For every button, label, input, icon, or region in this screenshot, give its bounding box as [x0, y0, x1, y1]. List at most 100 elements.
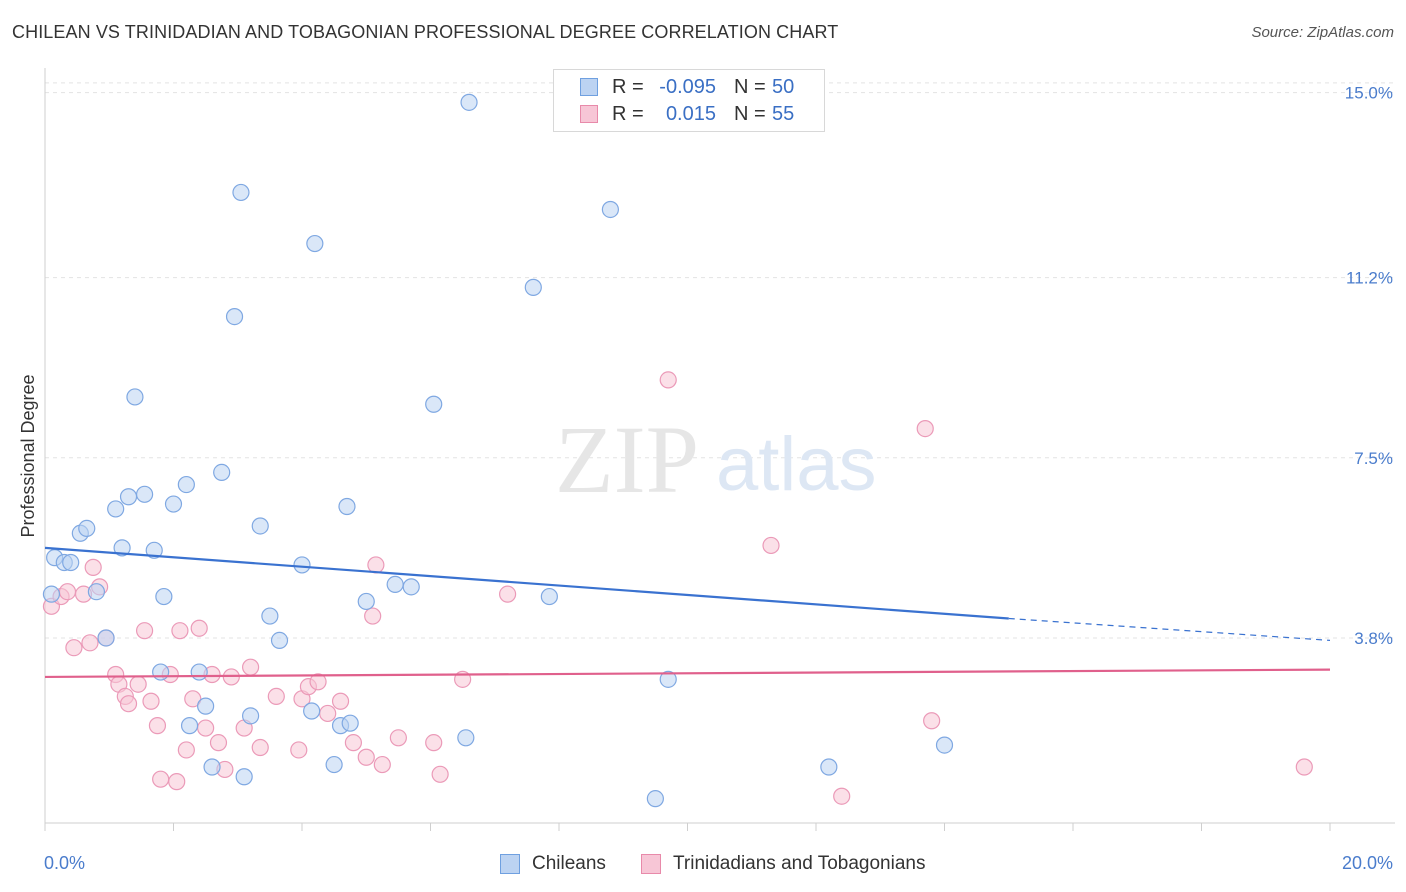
data-point — [42, 585, 61, 603]
series-trinidadians — [42, 371, 1313, 805]
data-point — [425, 395, 443, 413]
data-point — [148, 717, 167, 735]
data-point — [303, 702, 321, 720]
data-point — [460, 93, 478, 111]
data-point — [142, 692, 160, 710]
data-point — [171, 622, 189, 640]
data-point — [319, 704, 337, 723]
data-point — [425, 734, 443, 752]
y-axis-label: Professional Degree — [18, 374, 38, 537]
x-tick-label: 0.0% — [44, 853, 85, 873]
data-point — [646, 790, 664, 808]
data-point — [357, 748, 375, 766]
data-point — [209, 734, 228, 752]
data-point — [341, 714, 359, 732]
data-point — [601, 200, 620, 219]
data-point — [84, 558, 102, 576]
legend-row-trinidadians: R = 0.015 N = 55 — [554, 101, 824, 127]
series-legend: Chileans Trinidadians and Tobagonians — [0, 852, 1406, 878]
data-point — [177, 741, 195, 759]
legend-r-value: 0.015 — [665, 103, 716, 125]
watermark-zip: ZIP — [555, 406, 699, 513]
series-chileans — [42, 93, 954, 808]
data-point — [267, 687, 285, 705]
data-point — [135, 622, 154, 640]
data-point — [152, 663, 170, 681]
legend-r-value: -0.095 — [659, 76, 716, 98]
legend-n-value: 50 — [772, 76, 795, 98]
data-point — [190, 663, 208, 681]
data-point — [107, 500, 125, 518]
data-point — [431, 765, 449, 783]
data-point — [389, 729, 407, 747]
data-point — [325, 755, 343, 774]
data-point — [309, 673, 327, 691]
legend-r-label: R = — [612, 103, 644, 125]
data-point — [338, 497, 356, 516]
data-point — [155, 587, 173, 606]
data-point — [524, 278, 542, 296]
trend-line-extension — [1008, 617, 1331, 642]
stats-legend: R = -0.095 N = 50 R = 0.015 N = 55 — [553, 69, 825, 132]
data-point — [916, 419, 934, 438]
data-point — [197, 697, 215, 715]
source-label: Source: ZipAtlas.com — [1251, 24, 1394, 41]
data-point — [235, 768, 253, 786]
legend-row-chileans: R = -0.095 N = 50 — [554, 74, 824, 100]
trend-line — [44, 668, 1331, 679]
data-point — [306, 234, 324, 253]
data-point — [180, 717, 199, 735]
data-point — [168, 773, 186, 791]
data-point — [78, 519, 96, 538]
data-point — [232, 183, 250, 202]
data-point — [373, 755, 391, 774]
legend-r-label: R = — [612, 76, 644, 98]
data-point — [833, 787, 851, 805]
data-point — [65, 639, 83, 657]
data-point — [357, 592, 375, 611]
trend-line — [44, 546, 1009, 620]
data-point — [331, 692, 350, 710]
data-point — [499, 585, 517, 603]
data-point — [344, 734, 362, 752]
data-point — [113, 539, 131, 557]
data-point — [367, 556, 385, 574]
y-tick-label: 15.0% — [1345, 84, 1393, 103]
data-point — [197, 719, 215, 737]
data-point — [135, 485, 154, 503]
data-point — [457, 729, 475, 747]
legend-swatch-trinidadians — [580, 105, 598, 123]
data-point — [177, 475, 195, 494]
data-point — [152, 770, 170, 788]
data-point — [87, 583, 106, 601]
data-point — [81, 634, 99, 652]
chart-title: CHILEAN VS TRINIDADIAN AND TOBAGONIAN PR… — [12, 22, 839, 42]
data-point — [225, 307, 244, 326]
series-label-trinidadians: Trinidadians and Tobagonians — [673, 853, 926, 874]
data-point — [923, 712, 941, 730]
legend-swatch-chileans — [580, 78, 598, 96]
series-swatch-trinidadians — [641, 854, 661, 874]
legend-n-label: N = — [734, 76, 766, 98]
data-point — [820, 758, 838, 776]
data-point — [62, 553, 80, 572]
data-point — [364, 607, 382, 625]
x-tick-label: 20.0% — [1342, 853, 1393, 873]
data-point — [251, 517, 269, 535]
data-point — [293, 556, 311, 574]
data-point — [290, 741, 308, 759]
data-point — [762, 536, 780, 555]
data-point — [659, 670, 677, 688]
data-point — [270, 631, 289, 650]
series-label-chileans: Chileans — [532, 853, 606, 874]
data-point — [540, 587, 558, 606]
data-point — [119, 488, 138, 506]
data-point — [213, 463, 231, 482]
data-point — [145, 541, 163, 559]
data-point — [386, 575, 404, 594]
data-point — [119, 695, 138, 713]
data-point — [97, 629, 115, 647]
y-tick-label: 7.5% — [1354, 449, 1393, 468]
y-tick-label: 3.8% — [1354, 629, 1393, 648]
